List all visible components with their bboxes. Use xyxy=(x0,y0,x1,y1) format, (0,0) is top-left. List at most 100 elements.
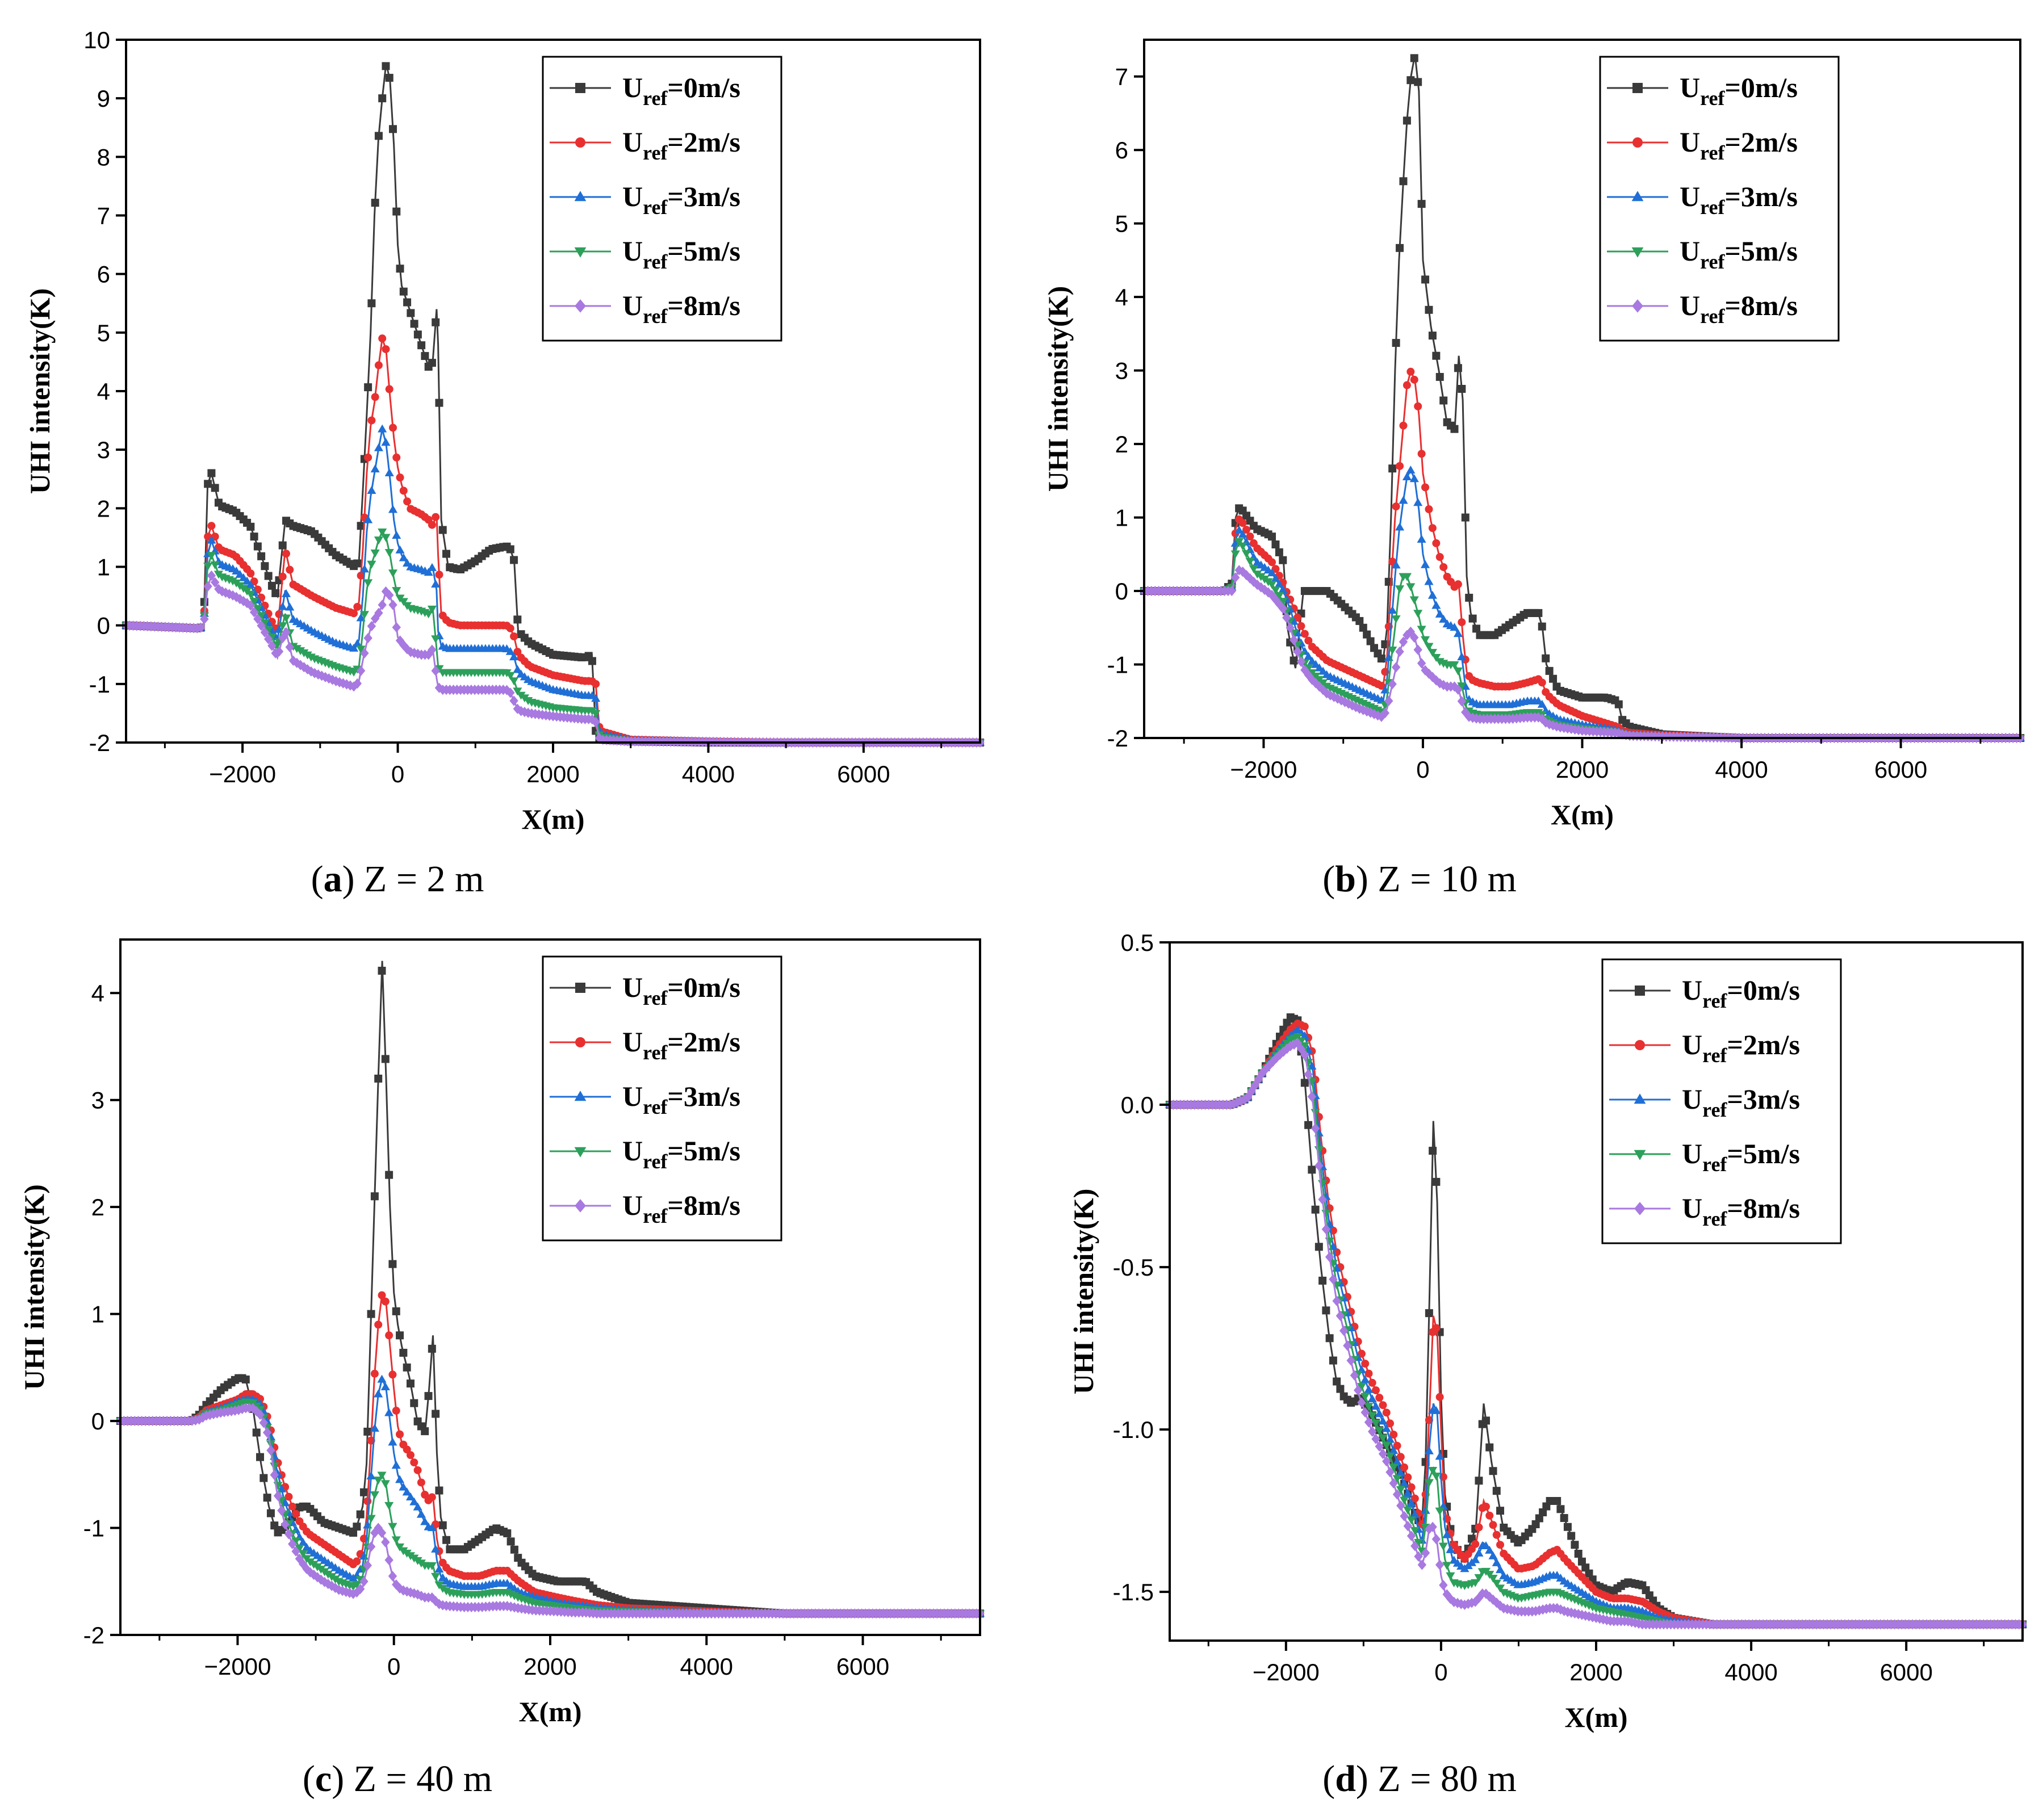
data-point xyxy=(380,1480,390,1488)
y-tick-label: 3 xyxy=(1115,358,1128,384)
data-point xyxy=(1410,1509,1420,1518)
data-point xyxy=(413,330,422,339)
data-point xyxy=(1424,1479,1434,1487)
data-point xyxy=(1231,572,1240,583)
data-point xyxy=(1439,563,1448,571)
series-4 xyxy=(1165,1038,2027,1630)
data-point xyxy=(1485,1545,1494,1554)
data-point xyxy=(428,521,436,529)
data-point xyxy=(510,1545,518,1554)
data-point xyxy=(1414,1551,1423,1562)
data-point xyxy=(1402,472,1412,480)
data-point xyxy=(399,553,408,561)
data-point xyxy=(374,1389,383,1398)
data-point xyxy=(366,1541,376,1552)
data-point xyxy=(292,1509,300,1518)
data-point xyxy=(1392,1489,1402,1500)
data-point xyxy=(267,581,276,590)
data-point xyxy=(1414,402,1422,410)
data-point xyxy=(1396,462,1404,470)
data-point xyxy=(1241,550,1251,559)
data-point xyxy=(506,545,514,553)
data-point xyxy=(349,643,359,652)
data-point xyxy=(274,646,284,657)
data-point xyxy=(303,664,312,675)
data-point xyxy=(1488,1594,1498,1605)
data-point xyxy=(381,534,391,542)
y-tick-label: 2 xyxy=(1115,431,1128,458)
data-point xyxy=(1475,1523,1483,1532)
data-point xyxy=(1485,1443,1494,1452)
data-point xyxy=(1242,526,1251,534)
legend-marker xyxy=(1632,137,1643,148)
data-point xyxy=(246,522,255,531)
data-point xyxy=(285,641,294,653)
data-point xyxy=(1336,1310,1345,1322)
data-point xyxy=(388,1370,397,1379)
data-point xyxy=(1435,1452,1445,1460)
data-point xyxy=(399,1585,408,1596)
data-point xyxy=(1268,1056,1278,1067)
data-point xyxy=(277,1505,286,1516)
data-point xyxy=(1556,1505,1565,1513)
data-point xyxy=(421,1427,429,1436)
data-point xyxy=(1404,1473,1412,1482)
data-point xyxy=(1417,626,1426,634)
data-point xyxy=(1361,1360,1370,1368)
data-point xyxy=(1293,646,1302,657)
data-point xyxy=(1300,630,1309,638)
data-point xyxy=(399,287,408,296)
data-point xyxy=(1274,592,1284,601)
data-point xyxy=(1432,1177,1441,1186)
data-point xyxy=(417,1478,425,1487)
data-point xyxy=(503,1529,512,1537)
data-point xyxy=(1492,1579,1501,1588)
data-point xyxy=(374,607,383,618)
data-point xyxy=(392,453,401,462)
data-point xyxy=(1403,381,1411,389)
data-point xyxy=(374,536,383,545)
data-point xyxy=(1427,590,1437,599)
data-point xyxy=(392,207,401,216)
data-point xyxy=(1432,1324,1441,1332)
data-point xyxy=(1332,1295,1341,1306)
data-point xyxy=(284,1492,293,1501)
data-point xyxy=(402,1487,412,1496)
data-point xyxy=(1311,1205,1320,1214)
data-point xyxy=(1492,1530,1501,1539)
plot-frame xyxy=(1143,39,2021,739)
legend-label: Uref=3m/s xyxy=(1680,181,1798,219)
data-point xyxy=(353,559,362,568)
data-point xyxy=(431,1572,441,1581)
data-point xyxy=(1542,654,1550,662)
data-point xyxy=(1396,1486,1405,1495)
data-point xyxy=(1410,54,1418,62)
data-point xyxy=(370,1424,379,1432)
data-point xyxy=(1399,496,1408,504)
data-point xyxy=(1381,1441,1391,1450)
data-point xyxy=(1275,1049,1284,1060)
data-point xyxy=(1329,1274,1338,1285)
legend-item-2: Uref=3m/s xyxy=(550,181,740,219)
data-point xyxy=(1485,1591,1494,1602)
data-point xyxy=(1363,630,1371,639)
data-point xyxy=(284,1529,294,1540)
legend-item-3: Uref=5m/s xyxy=(550,1135,740,1173)
data-point xyxy=(427,563,437,571)
data-point xyxy=(1368,1378,1376,1387)
data-point xyxy=(1351,702,1360,712)
data-point xyxy=(1336,1385,1345,1393)
data-point xyxy=(374,1075,383,1083)
data-point xyxy=(1234,538,1244,547)
data-point xyxy=(200,614,209,624)
data-point xyxy=(428,1344,436,1353)
y-tick-label: 5 xyxy=(1115,211,1128,237)
data-point xyxy=(1267,590,1276,601)
data-point xyxy=(505,647,515,655)
data-point xyxy=(364,383,372,392)
legend-label: Uref=5m/s xyxy=(622,1135,740,1173)
data-point xyxy=(392,1307,400,1315)
y-tick-label: 8 xyxy=(97,144,110,170)
legend-label: Uref=0m/s xyxy=(622,72,740,110)
